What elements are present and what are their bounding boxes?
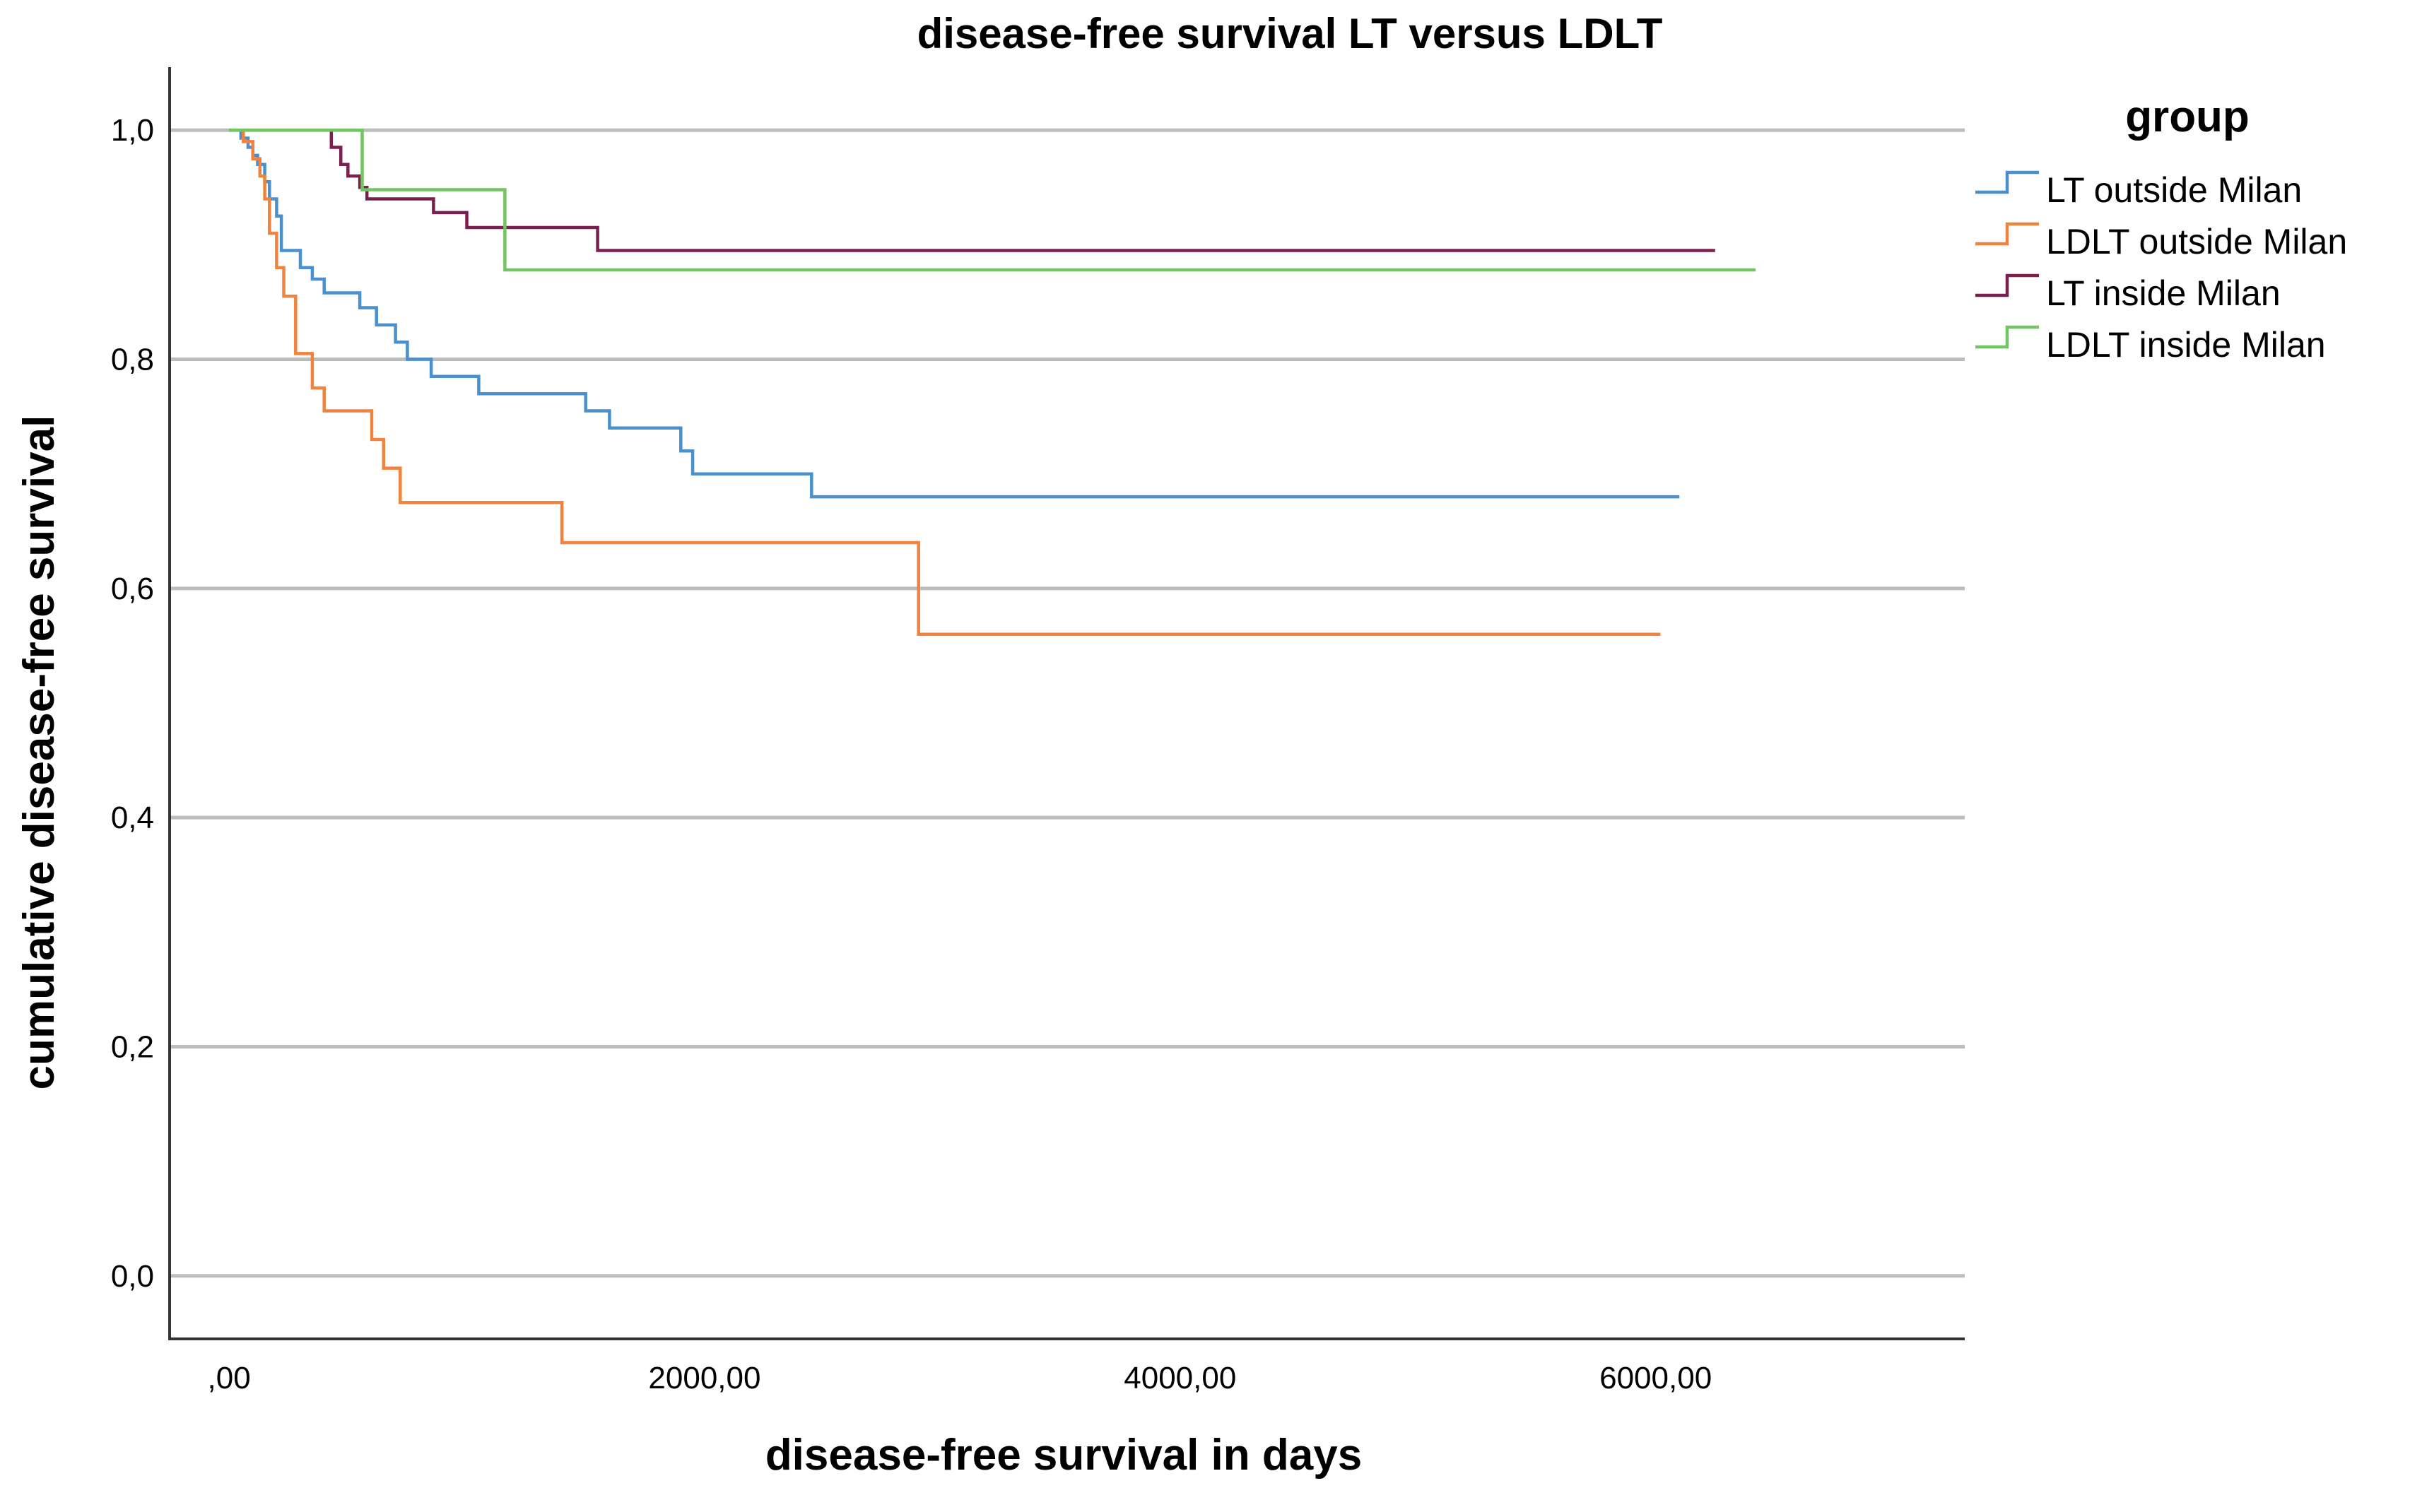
x-tick-label: 6000,00 [1599, 1361, 1712, 1395]
x-tick-label: 4000,00 [1124, 1361, 1236, 1395]
legend-label-3: LT inside Milan [2046, 273, 2281, 313]
series-line-4 [229, 128, 1756, 272]
series-line-1 [229, 128, 1680, 499]
y-tick-label: 0,2 [111, 1029, 154, 1064]
gridlines [170, 128, 1965, 1278]
legend-label-2: LDLT outside Milan [2046, 222, 2347, 261]
legend-swatch-1 [1975, 170, 2039, 194]
legend-swatch-3 [1975, 273, 2039, 297]
legend-title: group [2125, 93, 2250, 141]
x-tick-label: 2000,00 [648, 1361, 760, 1395]
legend: group LT outside Milan LDLT outside Milan… [1975, 93, 2347, 365]
y-axis-title: cumulative disease-free survival [15, 415, 64, 1090]
y-tick-label: 0,4 [111, 801, 154, 835]
y-tick-label: 1,0 [111, 113, 154, 148]
y-tick-label: 0,8 [111, 343, 154, 377]
x-tick-labels: ,00 2000,00 4000,00 6000,00 [208, 1361, 1712, 1395]
legend-swatch-2 [1975, 222, 2039, 246]
legend-label-4: LDLT inside Milan [2046, 325, 2326, 365]
chart-title: disease-free survival LT versus LDLT [917, 10, 1663, 57]
y-tick-labels: 0,0 0,2 0,4 0,6 0,8 1,0 [111, 113, 154, 1294]
axes [168, 67, 1965, 1340]
x-axis-title: disease-free survival in days [765, 1431, 1362, 1479]
x-tick-label: ,00 [208, 1361, 251, 1395]
legend-label-1: LT outside Milan [2046, 170, 2302, 210]
legend-swatch-4 [1975, 325, 2039, 349]
series-lines [229, 128, 1756, 636]
y-tick-label: 0,0 [111, 1259, 154, 1294]
axis-frame [168, 67, 1965, 1340]
series-line-2 [229, 128, 1661, 636]
y-tick-label: 0,6 [111, 572, 154, 606]
